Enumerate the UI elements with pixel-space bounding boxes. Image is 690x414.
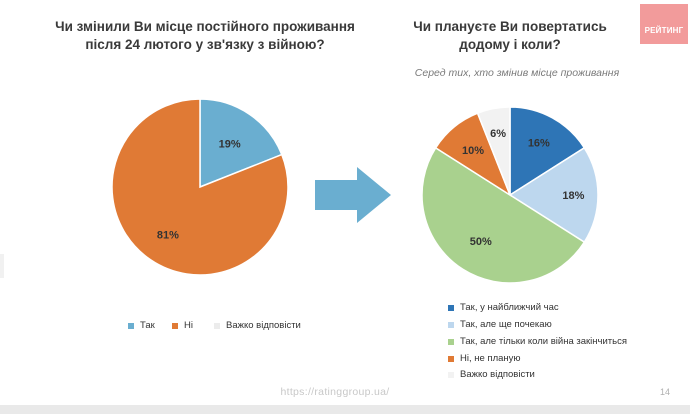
- arrow-shape: [315, 167, 391, 223]
- pie-slice-так-у-найближчий-час: [509, 106, 586, 197]
- bottom-strip: [0, 405, 690, 414]
- legend-item-важко-відповісти: Важко відповісти: [214, 320, 301, 331]
- page-number: 14: [660, 387, 671, 397]
- legend-item-ні-не-планую: Ні, не планую: [448, 353, 521, 364]
- pie-slice-так-але-ще-почекаю: [508, 146, 599, 244]
- pie-slice-так: [199, 98, 283, 189]
- pie-slice-важко-відповісти: [476, 106, 511, 196]
- data-label-так-але-тільки-коли-війна-закінчиться: 50%: [470, 236, 492, 248]
- rating-logo: РЕЙТИНГ: [640, 4, 688, 44]
- legend-item-так: Так: [128, 320, 155, 331]
- legend-swatch: [448, 304, 454, 311]
- legend-item-так-але-тільки-коли-війна-закінчиться: Так, але тільки коли війна закінчиться: [448, 336, 627, 347]
- right-pie-chart: 16% 18% 50% 10% 6%: [421, 106, 599, 284]
- legend-swatch: [448, 321, 454, 328]
- legend-item-так-у-найближчий-час: Так, у найближчий час: [448, 302, 559, 313]
- right-arrow-icon: [315, 167, 391, 223]
- left-title-line-2: після 24 лютого у зв'язку з війною?: [85, 37, 325, 52]
- pie-slice-ні: [111, 98, 289, 276]
- legend-item-ні: Ні: [172, 320, 193, 331]
- legend-swatch: [448, 371, 454, 378]
- legend-label: Так, але тільки коли війна закінчиться: [460, 336, 627, 347]
- slide-edge-mark: [0, 254, 4, 278]
- footer-website-link[interactable]: https://ratinggroup.ua/: [280, 386, 390, 398]
- right-title-line-1: Чи плануєте Ви повертатись: [413, 19, 607, 34]
- pie-slice-так-але-тільки-коли-війна-закінчиться: [421, 146, 586, 284]
- legend-label: Важко відповісти: [226, 320, 301, 331]
- legend-label: Так: [140, 320, 155, 331]
- legend-label: Ні: [184, 320, 193, 331]
- slide: Чи змінили Ви місце постійного проживанн…: [0, 4, 688, 398]
- legend-label: Так, у найближчий час: [460, 302, 559, 313]
- right-title-line-2: додому і коли?: [459, 37, 561, 52]
- right-chart-subtitle: Серед тих, хто змінив місце проживання: [414, 67, 620, 79]
- legend-label: Так, але ще почекаю: [460, 319, 552, 330]
- legend-label: Ні, не планую: [460, 353, 521, 364]
- legend-swatch: [128, 322, 134, 329]
- data-label-важко-відповісти: 6%: [490, 128, 506, 140]
- right-chart-title: Чи плануєте Ви повертатись додому і коли…: [400, 18, 620, 54]
- left-pie-chart: 19% 81%: [111, 98, 289, 276]
- legend-item-так-але-ще-почекаю: Так, але ще почекаю: [448, 319, 552, 330]
- legend-swatch: [214, 322, 220, 329]
- legend-swatch: [448, 355, 454, 362]
- data-label-так: 19%: [219, 138, 241, 150]
- left-title-line-1: Чи змінили Ви місце постійного проживанн…: [55, 19, 355, 34]
- left-chart-title: Чи змінили Ви місце постійного проживанн…: [40, 18, 370, 54]
- legend-item-важко-відповісти: Важко відповісти: [448, 369, 535, 380]
- legend-label: Важко відповісти: [460, 369, 535, 380]
- data-label-ні: 81%: [157, 229, 179, 241]
- data-label-ні-не-планую: 10%: [462, 145, 484, 157]
- legend-swatch: [448, 338, 454, 345]
- data-label-так-у-найближчий-час: 16%: [528, 138, 550, 150]
- data-label-так-але-ще-почекаю: 18%: [562, 190, 584, 202]
- legend-swatch: [172, 322, 178, 329]
